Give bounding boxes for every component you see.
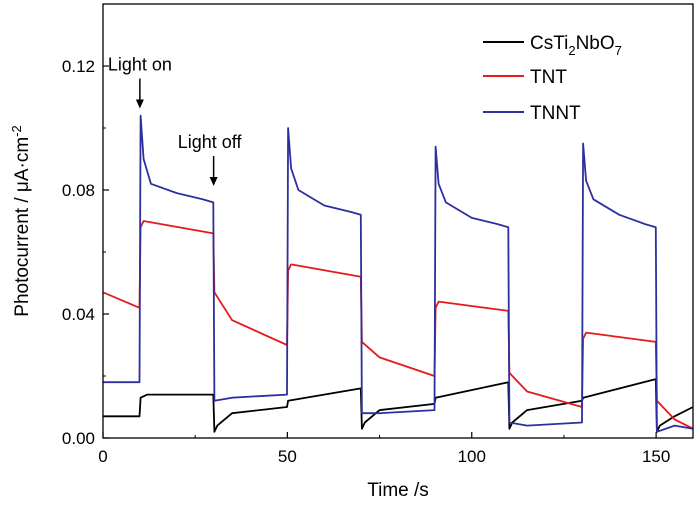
legend-label: TNT: [530, 67, 567, 88]
y-tick-label: 0.12: [62, 57, 95, 76]
legend-label: TNNT: [530, 103, 581, 124]
x-tick-label: 50: [278, 447, 297, 466]
y-axis-ticks: 0.00 0.04 0.08 0.12: [62, 57, 109, 448]
y-axis-title-superscript: -2: [9, 125, 24, 137]
y-axis-title-main: Photocurrent / μA·cm: [12, 137, 33, 317]
x-tick-label: 0: [98, 447, 107, 466]
y-tick-label: 0.04: [62, 305, 95, 324]
annotation-arrow-head: [209, 177, 218, 186]
annotation-label: Light on: [108, 55, 172, 75]
legend-label: CsTi2NbO7: [530, 33, 622, 58]
x-tick-label: 150: [642, 447, 670, 466]
annotation-label: Light off: [178, 132, 243, 152]
annotations: Light on Light off: [108, 55, 243, 186]
y-axis-title: Photocurrent / μA·cm-2: [9, 125, 33, 316]
legend: CsTi2NbO7 TNT TNNT: [483, 33, 622, 124]
series-line-2: [102, 220, 694, 430]
x-axis-ticks: 0 50 100 150: [98, 432, 670, 466]
x-axis-title: Time /s: [367, 480, 429, 501]
series-line-1: [103, 378, 694, 433]
plot-frame: [102, 3, 694, 439]
y-tick-label: 0.00: [62, 429, 95, 448]
series-line-3: [103, 114, 694, 433]
x-tick-label: 100: [458, 447, 486, 466]
y-tick-label: 0.08: [62, 181, 95, 200]
plot-content: [102, 114, 694, 433]
annotation-arrow-head: [135, 99, 144, 109]
